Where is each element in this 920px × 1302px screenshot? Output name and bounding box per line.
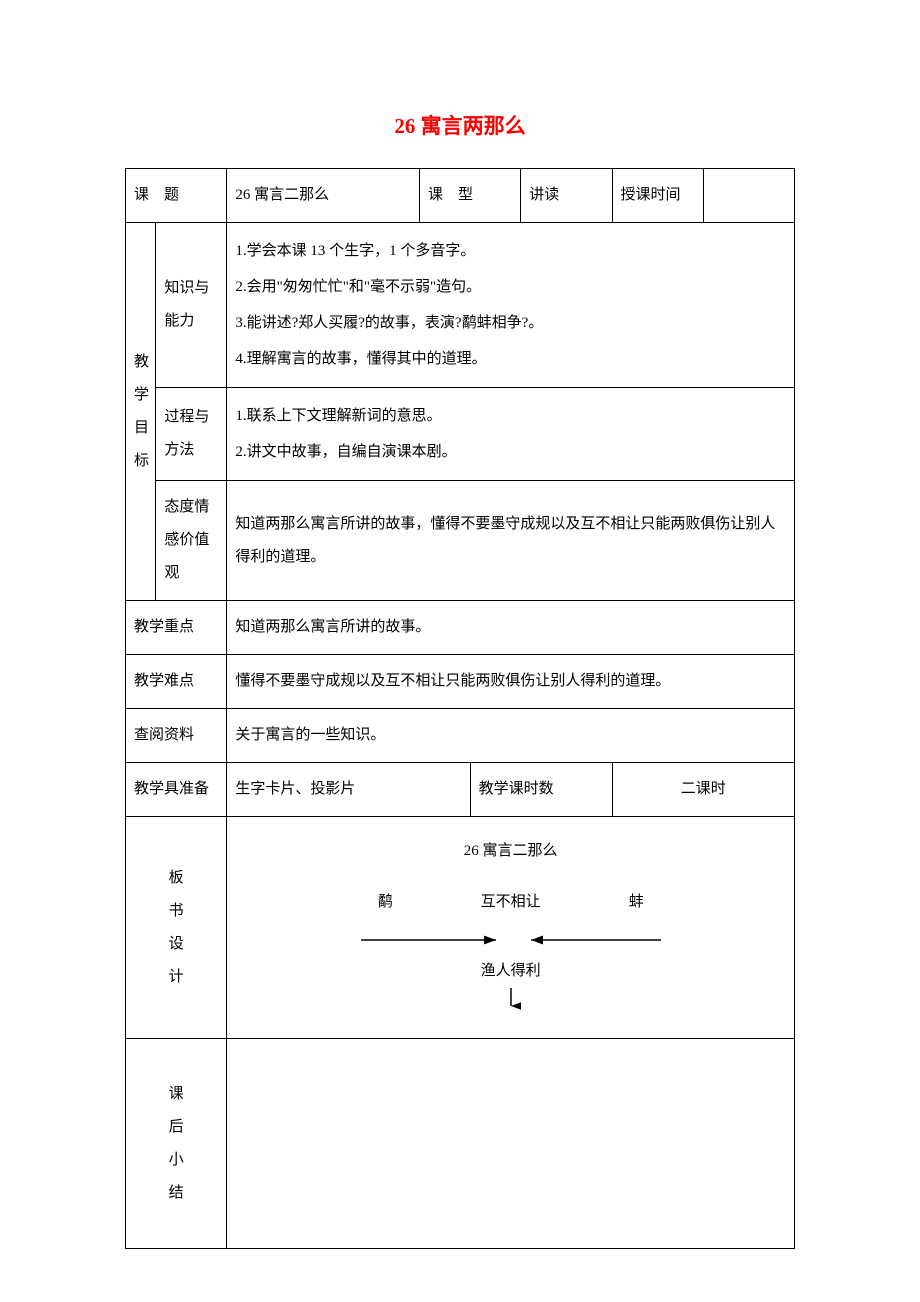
row-obj1: 教 学 目 标 知识与能力 1.学会本课 13 个生字，1 个多音字。 2.会用… [126,223,795,388]
diff-label: 教学难点 [126,655,227,709]
board-c4: 计 [134,961,218,994]
focus-content: 知道两那么寓言所讲的故事。 [227,601,795,655]
obj1-l1: 1.学会本课 13 个生字，1 个多音字。 [235,233,786,269]
obj1-l2: 2.会用"匆匆忙忙"和"毫不示弱"造句。 [235,269,786,305]
row-diff: 教学难点 懂得不要墨守成规以及互不相让只能两败俱伤让别人得利的道理。 [126,655,795,709]
diagram-left: 鹬 [378,886,393,919]
obj1-l4: 4.理解寓言的故事，懂得其中的道理。 [235,341,786,377]
diagram-right: 蚌 [629,886,644,919]
board-label: 板 书 设 计 [126,817,227,1039]
objectives-side-label: 教 学 目 标 [126,223,156,601]
row-board: 板 书 设 计 26 寓言二那么 鹬 互不相让 蚌 [126,817,795,1039]
obj-side-c2: 学 [134,379,147,412]
obj1-label: 知识与能力 [156,223,227,388]
hours-label: 教学课时数 [470,763,612,817]
diagram-title: 26 寓言二那么 [227,835,794,868]
time-value [703,169,794,223]
topic-label-r: 题 [164,187,179,203]
topic-label-l: 课 [134,187,149,203]
topic-label: 课 题 [126,169,227,223]
type-label-r: 型 [458,187,473,203]
prep-content: 生字卡片、投影片 [227,763,470,817]
row-summary: 课 后 小 结 [126,1039,795,1249]
summary-content [227,1039,795,1249]
summary-c4: 结 [134,1177,218,1210]
hours-value: 二课时 [612,763,795,817]
obj2-label: 过程与方法 [156,388,227,481]
obj-side-c4: 标 [134,445,147,478]
row-obj3: 态度情感价值观 知道两那么寓言所讲的故事，懂得不要墨守成规以及互不相让只能两败俱… [126,481,795,601]
lesson-plan-table: 课 题 26 寓言二那么 课 型 讲读 授课时间 教 学 目 标 知识与能力 1… [125,168,795,1249]
time-label: 授课时间 [612,169,703,223]
obj2-content: 1.联系上下文理解新词的意思。 2.讲文中故事，自编自演课本剧。 [227,388,795,481]
obj1-content: 1.学会本课 13 个生字，1 个多音字。 2.会用"匆匆忙忙"和"毫不示弱"造… [227,223,795,388]
summary-c3: 小 [134,1144,218,1177]
diagram-mid: 互不相让 [481,886,541,919]
ref-content: 关于寓言的一些知识。 [227,709,795,763]
down-arrow [227,988,794,1016]
board-diagram: 26 寓言二那么 鹬 互不相让 蚌 [227,817,795,1039]
obj-side-c1: 教 [134,346,147,379]
arrows-svg [331,927,691,953]
type-label: 课 型 [419,169,520,223]
ref-label: 查阅资料 [126,709,227,763]
row-prep: 教学具准备 生字卡片、投影片 教学课时数 二课时 [126,763,795,817]
board-c3: 设 [134,928,218,961]
obj2-l1: 1.联系上下文理解新词的意思。 [235,398,786,434]
summary-c1: 课 [134,1078,218,1111]
summary-c2: 后 [134,1111,218,1144]
obj-side-c3: 目 [134,412,147,445]
diagram-bottom: 渔人得利 [227,955,794,988]
page-title: 26 寓言两那么 [125,110,795,140]
summary-label: 课 后 小 结 [126,1039,227,1249]
board-c2: 书 [134,895,218,928]
topic-value: 26 寓言二那么 [227,169,420,223]
row-ref: 查阅资料 关于寓言的一些知识。 [126,709,795,763]
diagram-mid-row: 鹬 互不相让 蚌 [227,886,794,919]
obj2-l2: 2.讲文中故事，自编自演课本剧。 [235,434,786,470]
board-c1: 板 [134,862,218,895]
type-label-l: 课 [428,187,443,203]
diagram-arrows [227,927,794,957]
prep-label: 教学具准备 [126,763,227,817]
type-value: 讲读 [521,169,612,223]
row-focus: 教学重点 知道两那么寓言所讲的故事。 [126,601,795,655]
obj3-content: 知道两那么寓言所讲的故事，懂得不要墨守成规以及互不相让只能两败俱伤让别人得利的道… [227,481,795,601]
obj3-label: 态度情感价值观 [156,481,227,601]
obj1-l3: 3.能讲述?郑人买履?的故事，表演?鹬蚌相争?。 [235,305,786,341]
row-obj2: 过程与方法 1.联系上下文理解新词的意思。 2.讲文中故事，自编自演课本剧。 [126,388,795,481]
row-topic: 课 题 26 寓言二那么 课 型 讲读 授课时间 [126,169,795,223]
focus-label: 教学重点 [126,601,227,655]
diff-content: 懂得不要墨守成规以及互不相让只能两败俱伤让别人得利的道理。 [227,655,795,709]
